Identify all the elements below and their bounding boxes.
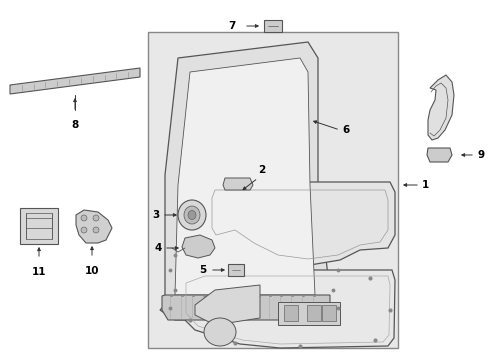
FancyBboxPatch shape	[148, 32, 398, 348]
Polygon shape	[175, 58, 315, 295]
Polygon shape	[195, 285, 260, 325]
Text: 5: 5	[199, 265, 206, 275]
Text: 2: 2	[258, 165, 265, 175]
Ellipse shape	[81, 215, 87, 221]
Ellipse shape	[178, 200, 206, 230]
Polygon shape	[76, 210, 112, 243]
FancyBboxPatch shape	[284, 305, 298, 321]
Text: 6: 6	[342, 125, 349, 135]
Polygon shape	[205, 182, 395, 265]
Polygon shape	[10, 68, 140, 94]
Polygon shape	[162, 295, 330, 320]
Polygon shape	[182, 235, 215, 258]
Text: 3: 3	[153, 210, 160, 220]
Polygon shape	[264, 20, 282, 32]
Text: 4: 4	[155, 243, 162, 253]
Text: 7: 7	[229, 21, 236, 31]
FancyBboxPatch shape	[307, 305, 321, 321]
Text: 8: 8	[72, 120, 78, 130]
Ellipse shape	[93, 227, 99, 233]
Polygon shape	[223, 178, 253, 190]
Polygon shape	[428, 75, 454, 140]
Ellipse shape	[184, 206, 200, 224]
Polygon shape	[180, 270, 395, 348]
Ellipse shape	[204, 318, 236, 346]
Ellipse shape	[81, 227, 87, 233]
Polygon shape	[20, 208, 58, 244]
Polygon shape	[278, 302, 340, 325]
Text: 10: 10	[85, 266, 99, 276]
Ellipse shape	[188, 211, 196, 220]
Polygon shape	[427, 148, 452, 162]
Polygon shape	[160, 42, 330, 320]
Text: 9: 9	[477, 150, 484, 160]
Text: 11: 11	[32, 267, 46, 277]
Polygon shape	[228, 264, 244, 276]
Ellipse shape	[93, 215, 99, 221]
Text: 1: 1	[422, 180, 429, 190]
FancyBboxPatch shape	[322, 305, 336, 321]
